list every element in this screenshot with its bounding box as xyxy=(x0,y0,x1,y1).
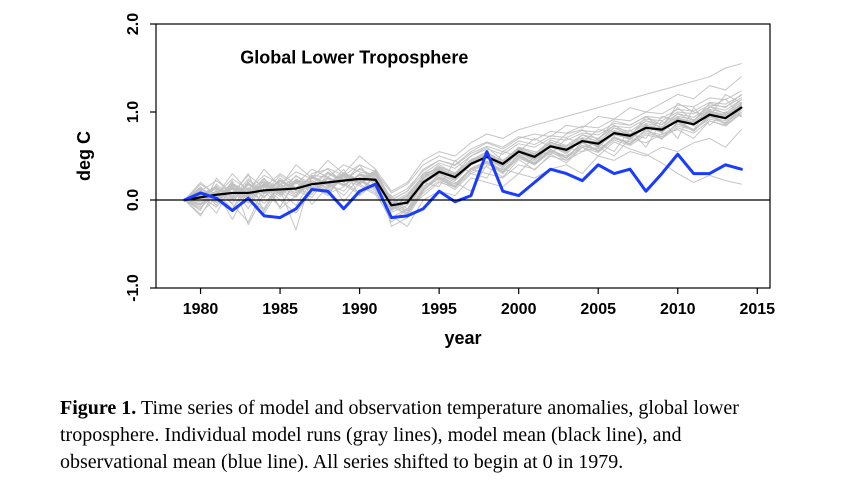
svg-text:Global Lower Troposphere: Global Lower Troposphere xyxy=(240,48,468,68)
svg-text:1990: 1990 xyxy=(342,301,378,318)
chart-svg: Global Lower Troposphere 1980 1985 1990 1995… xyxy=(60,10,790,370)
figure-container: Global Lower Troposphere 1980 1985 1990 1995… xyxy=(0,0,850,500)
chart: Global Lower Troposphere 1980 1985 1990 1995… xyxy=(60,10,790,370)
svg-text:year: year xyxy=(444,328,481,348)
svg-text:1980: 1980 xyxy=(183,301,219,318)
svg-text:2005: 2005 xyxy=(580,301,616,318)
svg-text:2015: 2015 xyxy=(739,301,775,318)
svg-text:1985: 1985 xyxy=(262,301,298,318)
svg-text:-1.0: -1.0 xyxy=(125,274,142,302)
svg-text:0.0: 0.0 xyxy=(125,189,142,211)
figure-caption: Figure 1. Time series of model and obser… xyxy=(60,395,790,476)
caption-label: Figure 1. xyxy=(60,397,136,419)
svg-text:2000: 2000 xyxy=(501,301,537,318)
svg-text:1995: 1995 xyxy=(421,301,457,318)
svg-text:2010: 2010 xyxy=(660,301,696,318)
svg-text:1.0: 1.0 xyxy=(125,101,142,123)
svg-text:2.0: 2.0 xyxy=(125,13,142,35)
caption-text: Time series of model and observation tem… xyxy=(60,397,739,473)
svg-text:deg C: deg C xyxy=(74,131,94,181)
